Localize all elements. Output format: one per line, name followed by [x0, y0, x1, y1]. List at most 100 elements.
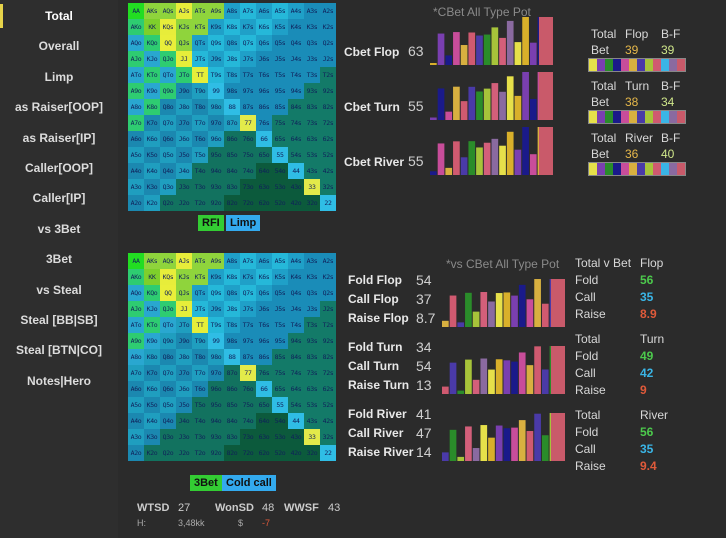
range-cell: 83o [224, 179, 240, 195]
range-cell: J3s [304, 301, 320, 317]
sidebar-item-total[interactable]: Total [45, 9, 73, 23]
sidebar-item-vs-steal[interactable]: vs Steal [36, 282, 82, 297]
range-cell: J5s [272, 51, 288, 67]
wwsf-value: 43 [328, 502, 341, 514]
range-cell: A5s [272, 3, 288, 19]
distribution-bar [495, 293, 503, 327]
vs-cbet-row-value: 47 [416, 425, 432, 441]
cbet-row-value: 55 [408, 98, 424, 114]
range-cell: AA [128, 3, 144, 19]
range-cell: K7s [240, 19, 256, 35]
range-cell: KK [144, 19, 160, 35]
range-cell: 42s [320, 413, 336, 429]
color-segment [637, 111, 645, 123]
range-cell: A4s [288, 253, 304, 269]
range-cell: J6o [176, 131, 192, 147]
table-row-label: Call [575, 366, 596, 380]
sidebar-item-caller-oop[interactable]: Caller[OOP] [24, 161, 93, 175]
range-cell: 53s [304, 397, 320, 413]
range-cell: QJs [176, 35, 192, 51]
range-cell: 74o [240, 413, 256, 429]
range-cell: Q8s [224, 35, 240, 51]
distribution-bar [529, 42, 537, 65]
color-segment [669, 111, 677, 123]
sidebar-item-3bet[interactable]: 3Bet [45, 252, 72, 267]
range-cell: KTs [192, 19, 208, 35]
sidebar-item-steal-bb-sb[interactable]: Steal [BB|SB] [20, 313, 98, 327]
range-cell: K5o [144, 397, 160, 413]
range-cell: 96s [256, 83, 272, 99]
range-cell: T9o [192, 83, 208, 99]
color-segment [589, 163, 597, 175]
range-cell: T4s [288, 317, 304, 333]
sidebar-item-limp[interactable]: Limp [44, 69, 74, 84]
range-cell: J5s [272, 301, 288, 317]
range-cell: 98o [208, 349, 224, 365]
range-cell: JTo [176, 67, 192, 83]
distribution-bar [514, 95, 522, 120]
range-cell: 94s [288, 333, 304, 349]
color-segment [661, 111, 669, 123]
color-segment [629, 59, 637, 71]
range-cell: 82s [320, 349, 336, 365]
cbet-row-label: Cbet Turn [344, 100, 400, 114]
range-cell: J6s [256, 51, 272, 67]
distribution-chart [430, 72, 553, 120]
vs-cbet-row-label: Fold River [348, 407, 407, 421]
range-cell: K2s [320, 269, 336, 285]
tag-3bet[interactable]: 3Bet [190, 475, 222, 491]
range-cell: AA [128, 253, 144, 269]
tag-cold-call[interactable]: Cold call [222, 475, 276, 491]
table-row-label: Fold [575, 425, 599, 439]
range-cell: K9s [208, 269, 224, 285]
sidebar-item-caller-ip[interactable]: Caller[IP] [32, 191, 86, 206]
range-cell: K2o [144, 445, 160, 461]
range-cell: 97o [208, 115, 224, 131]
cbet-row-value: 63 [408, 43, 424, 59]
range-cell: QTs [192, 285, 208, 301]
range-cell: A3o [128, 179, 144, 195]
table-value: 40 [661, 147, 675, 161]
range-cell: 76o [240, 131, 256, 147]
color-segment [637, 163, 645, 175]
sidebar-item-overall[interactable]: Overall [38, 39, 80, 54]
table-value: 9.4 [640, 459, 657, 473]
range-cell: 54o [272, 163, 288, 179]
distribution-bar [430, 117, 437, 120]
vs-cbet-row-label: Call Turn [348, 359, 400, 373]
distribution-bar [449, 362, 457, 394]
table-value: 56 [640, 425, 654, 439]
table-value: 49 [640, 349, 654, 363]
range-cell: T4o [192, 413, 208, 429]
distribution-bar [453, 32, 460, 65]
range-cell: A7o [128, 365, 144, 381]
color-segment [597, 111, 605, 123]
table-header: B-F [661, 79, 681, 93]
range-cell: 85s [272, 99, 288, 115]
sidebar-item-notes-hero[interactable]: Notes|Hero [26, 373, 92, 388]
range-cell: 32o [304, 445, 320, 461]
range-cell: 72s [320, 115, 336, 131]
distribution-bar [526, 365, 534, 394]
range-cell: 65o [256, 147, 272, 163]
sidebar-item-vs-3bet[interactable]: vs 3Bet [37, 221, 81, 236]
tag-limp[interactable]: Limp [226, 215, 261, 231]
sidebar-item-as-raiser-oop[interactable]: as Raiser[OOP] [14, 100, 104, 115]
tag-rfi[interactable]: RFI [198, 215, 224, 231]
range-cell: K7s [240, 269, 256, 285]
distribution-bar [437, 143, 445, 175]
distribution-bar [541, 435, 549, 461]
range-cell: 55 [272, 397, 288, 413]
table-value: 36 [625, 147, 639, 161]
range-cell: 32s [320, 179, 336, 195]
distribution-bar [503, 428, 511, 461]
distribution-bar [453, 141, 460, 175]
sidebar-item-steal-btn-co[interactable]: Steal [BTN|CO] [15, 343, 103, 358]
vs-cbet-row-value: 54 [416, 272, 432, 288]
range-cell: 95s [272, 333, 288, 349]
range-cell: J9s [208, 301, 224, 317]
range-cell: 77 [240, 115, 256, 131]
range-cell: 64s [288, 381, 304, 397]
range-cell: Q8s [224, 285, 240, 301]
sidebar-item-as-raiser-ip[interactable]: as Raiser[IP] [22, 130, 96, 145]
